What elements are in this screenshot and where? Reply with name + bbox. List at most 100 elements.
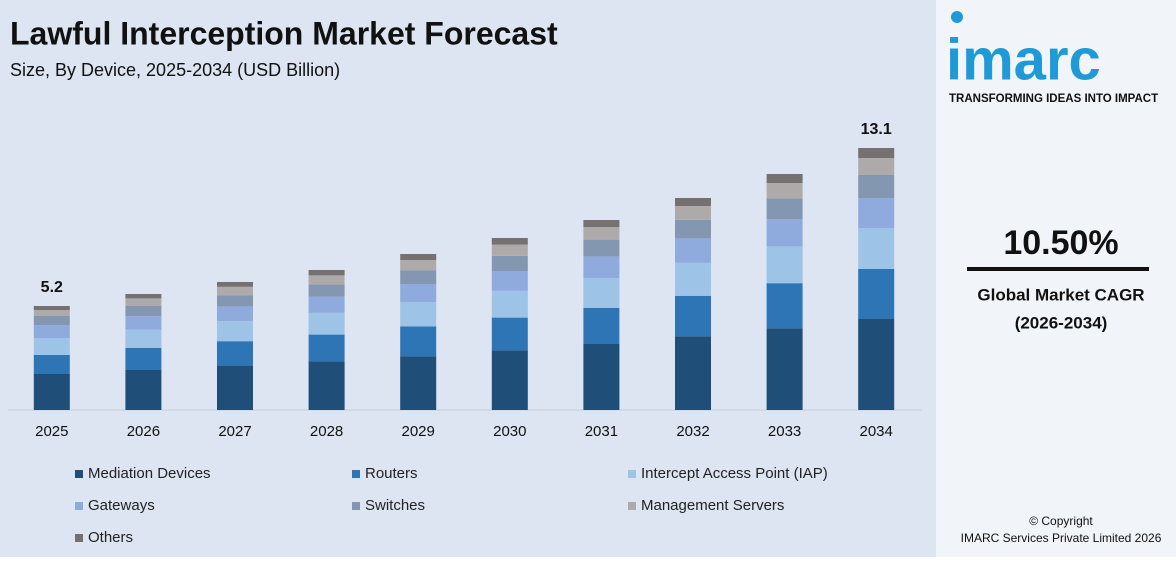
bar-segment <box>583 307 620 344</box>
bar-segment <box>308 270 345 276</box>
x-tick-label: 2031 <box>585 423 618 440</box>
legend-swatch <box>75 470 83 478</box>
bar-segment <box>400 260 437 271</box>
bar-segment <box>125 298 162 306</box>
bar-segment <box>583 256 620 279</box>
bar-segment <box>400 326 437 357</box>
bar-segment <box>675 206 711 220</box>
bar-segment <box>125 306 162 317</box>
bar-segment <box>766 283 803 329</box>
bar-segment <box>308 284 345 297</box>
bar-segment <box>400 270 437 284</box>
legend-label: Switches <box>365 497 425 514</box>
bar-segment <box>766 328 803 410</box>
bar-segment <box>766 174 803 183</box>
bar-segment <box>217 286 253 296</box>
bar-segment <box>400 254 437 260</box>
bar-segment <box>583 220 620 228</box>
bar-segment <box>217 306 253 322</box>
bar-segment <box>308 296 345 313</box>
bar-segment <box>858 148 895 158</box>
bar-segment <box>33 310 70 316</box>
bar-segment <box>858 158 895 175</box>
bar-segment <box>491 255 528 271</box>
bar-segment <box>33 306 70 310</box>
chart-title: Lawful Interception Market Forecast <box>10 15 558 51</box>
bar-segment <box>583 344 620 410</box>
bar-segment <box>675 295 711 337</box>
bar-segment <box>491 317 528 351</box>
legend-label: Gateways <box>88 497 155 514</box>
bar-segment <box>33 338 70 355</box>
tagline: TRANSFORMING IDEAS INTO IMPACT <box>949 93 1158 105</box>
cagr-label: Global Market CAGR <box>977 285 1144 304</box>
bar-segment <box>217 341 253 366</box>
legend-label: Others <box>88 529 133 546</box>
legend-label: Routers <box>365 465 418 482</box>
bar-segment <box>400 284 437 302</box>
bar-segment <box>766 219 803 247</box>
legend-swatch <box>628 470 636 478</box>
bar-segment <box>308 334 345 362</box>
x-tick-label: 2027 <box>218 423 251 440</box>
x-tick-label: 2032 <box>676 423 709 440</box>
bar-segment <box>125 329 162 348</box>
total-label: 5.2 <box>41 279 63 296</box>
bar-segment <box>858 175 895 198</box>
legend-swatch <box>352 470 360 478</box>
bar-segment <box>125 370 162 410</box>
bar-segment <box>125 316 162 330</box>
bar-segment <box>858 198 895 228</box>
bar-segment <box>858 228 895 269</box>
bar-segment <box>217 282 253 287</box>
bar-segment <box>491 350 528 410</box>
bar-segment <box>308 361 345 410</box>
cagr-period: (2026-2034) <box>1015 313 1108 332</box>
bar-segment <box>583 227 620 240</box>
bar-segment <box>766 246 803 284</box>
bar-segment <box>217 365 253 410</box>
bar-segment <box>125 294 162 299</box>
bar-segment <box>858 319 895 410</box>
legend-swatch <box>352 502 360 510</box>
bar-segment <box>766 198 803 220</box>
total-label: 13.1 <box>861 121 892 138</box>
chart-subtitle: Size, By Device, 2025-2034 (USD Billion) <box>10 60 340 80</box>
cagr-value: 10.50% <box>1003 224 1118 262</box>
company: IMARC Services Private Limited 2026 <box>961 531 1162 545</box>
bar-segment <box>491 244 528 256</box>
bar-segment <box>583 278 620 308</box>
bar-segment <box>675 262 711 296</box>
legend-label: Management Servers <box>641 497 784 514</box>
bar-segment <box>491 271 528 291</box>
x-tick-label: 2034 <box>860 423 893 440</box>
bar-segment <box>33 355 70 374</box>
x-tick-label: 2033 <box>768 423 801 440</box>
logo: imarc <box>946 27 1101 92</box>
x-tick-label: 2026 <box>127 423 160 440</box>
bar-segment <box>33 325 70 338</box>
bar-segment <box>308 275 345 285</box>
bar-segment <box>33 374 70 410</box>
bar-segment <box>33 316 70 325</box>
legend-label: Mediation Devices <box>88 465 211 482</box>
bar-segment <box>491 238 528 245</box>
bar-segment <box>675 336 711 410</box>
bar-segment <box>583 239 620 257</box>
x-tick-label: 2028 <box>310 423 343 440</box>
bar-segment <box>308 312 345 335</box>
copyright: © Copyright <box>1029 514 1093 528</box>
bar-segment <box>858 269 895 319</box>
bar-segment <box>125 347 162 370</box>
x-tick-label: 2029 <box>402 423 435 440</box>
legend-swatch <box>628 502 636 510</box>
bar-segment <box>675 219 711 239</box>
bar-segment <box>675 238 711 263</box>
legend-swatch <box>75 534 83 542</box>
x-tick-label: 2030 <box>493 423 526 440</box>
bar-segment <box>675 198 711 206</box>
bar-segment <box>400 302 437 327</box>
bar-segment <box>766 183 803 199</box>
legend-label: Intercept Access Point (IAP) <box>641 465 828 482</box>
